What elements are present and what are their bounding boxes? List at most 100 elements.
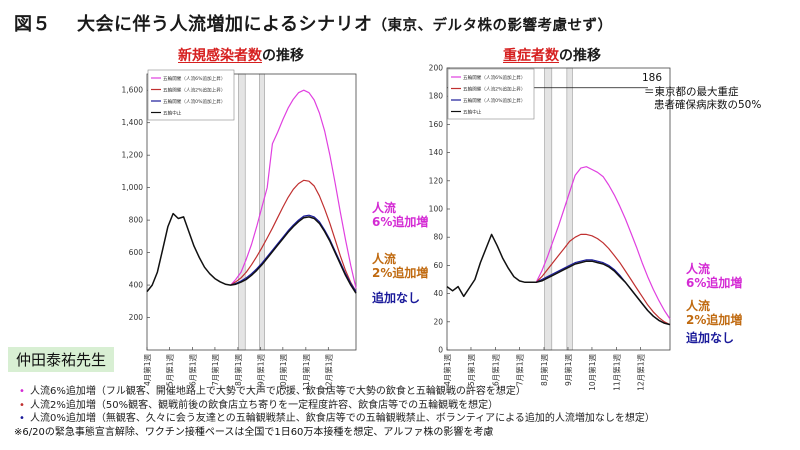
- y-tick-label: 400: [129, 281, 144, 290]
- legend-entry: 五輪開催（人流2%追加上昇）: [463, 86, 525, 93]
- x-tick-label: 5月第1週: [466, 354, 476, 387]
- y-tick-label: 200: [129, 313, 144, 322]
- series-label-2pct: 人流 2%追加増: [372, 252, 428, 280]
- series-label-line: 6%追加増: [686, 276, 743, 290]
- chart-title-highlight: 重症者数: [503, 48, 559, 64]
- x-tick-label: 10月第1週: [587, 354, 597, 391]
- note-bullet: •: [19, 386, 25, 397]
- title-sub: （東京、デルタ株の影響考慮せず）: [372, 18, 613, 34]
- legend-entry: 五輪開催（人流0%追加上昇）: [463, 97, 525, 104]
- x-tick-label: 12月第1週: [323, 354, 333, 391]
- series-line-3: [446, 233, 671, 326]
- reference-value: 186: [642, 72, 663, 84]
- legend-entry: 五輪開催（人流6%追加上昇）: [163, 75, 225, 82]
- y-tick-label: 1,000: [122, 183, 144, 192]
- legend-box: [447, 68, 535, 120]
- note-bullet: •: [19, 399, 25, 411]
- chart-title-highlight: 新規感染者数: [178, 48, 262, 64]
- reference-note-line: ＝東京都の最大重症: [644, 86, 739, 98]
- series-label-line: 追加なし: [372, 291, 421, 305]
- series-label-line: 人流: [372, 252, 397, 266]
- y-tick-label: 120: [429, 176, 444, 185]
- x-tick-label: 4月第1週: [142, 354, 152, 387]
- reference-note-line: 患者確保病床数の50%: [654, 99, 762, 111]
- note-bullet: •: [19, 413, 25, 424]
- x-tick-label: 5月第1週: [164, 354, 174, 387]
- series-line-0: [535, 166, 671, 320]
- x-tick-label: 8月第1週: [539, 354, 549, 387]
- y-tick-label: 1,600: [122, 86, 144, 95]
- chart-title-new-cases: 新規感染者数の推移: [178, 45, 304, 65]
- x-tick-label: 6月第1週: [491, 354, 501, 387]
- series-line-2: [535, 259, 671, 326]
- shaded-period: [566, 67, 573, 351]
- legend-box: [147, 69, 235, 121]
- legend-entry: 五輪中止: [163, 110, 182, 117]
- reference-note: ＝東京都の最大重症 患者確保病床数の50%: [644, 86, 761, 112]
- series-label-line: 人流: [372, 201, 397, 215]
- legend-entry: 五輪開催（人流2%追加上昇）: [163, 87, 225, 94]
- y-tick-label: 600: [129, 248, 144, 257]
- series-label-line: 人流: [686, 262, 711, 276]
- series-label-none: 追加なし: [686, 331, 734, 345]
- note-item: ※6/20の緊急事態宣言解除、ワクチン接種ペースは全国で1日60万本接種を想定、…: [14, 426, 655, 440]
- note-text: 人流6%追加増（フル観客、開催地路上で大勢で大声で応援、飲食店等で大勢の飲食と五…: [30, 386, 526, 397]
- series-line-1: [230, 179, 357, 292]
- figure-number: 図５: [14, 14, 51, 35]
- x-tick-label: 11月第1週: [611, 354, 621, 391]
- y-tick-label: 180: [429, 92, 444, 101]
- chart-title-rest: の推移: [559, 48, 601, 64]
- note-item: • 人流0%追加増（無観客、久々に会う友達との五輪観戦禁止、飲食店等での五輪観戦禁…: [14, 412, 655, 426]
- y-tick-label: 20: [433, 317, 443, 326]
- note-text: 人流0%追加増（無観客、久々に会う友達との五輪観戦禁止、飲食店等での五輪観戦禁止…: [30, 413, 655, 424]
- plot-frame: [146, 73, 357, 351]
- shaded-period: [544, 67, 553, 351]
- y-tick-label: 1,400: [122, 118, 144, 127]
- y-tick-label: 1,200: [122, 151, 144, 160]
- note-item: • 人流6%追加増（フル観客、開催地路上で大勢で大声で応援、飲食店等で大勢の飲食と…: [14, 385, 655, 399]
- series-label-6pct: 人流 6%追加増: [372, 201, 428, 229]
- y-tick-label: 200: [429, 64, 444, 73]
- y-tick-label: 140: [429, 148, 444, 157]
- title-main: 大会に伴う人流増加によるシナリオ: [77, 14, 373, 35]
- x-tick-label: 10月第1週: [278, 354, 288, 391]
- note-text: 人流2%追加増（50%観客、観戦前後の飲食店立ち寄りを一定程度許容、飲食店等での…: [30, 399, 499, 411]
- x-tick-label: 12月第1週: [635, 354, 645, 391]
- y-tick-label: 100: [429, 205, 444, 214]
- y-tick-label: 80: [433, 233, 443, 242]
- y-tick-label: 800: [129, 216, 144, 225]
- notes-list: • 人流6%追加増（フル観客、開催地路上で大勢で大声で応援、飲食店等で大勢の飲食と…: [14, 385, 655, 439]
- teacher-label: 仲田泰祐先生: [8, 347, 115, 372]
- series-label-line: 2%追加増: [686, 313, 743, 327]
- x-tick-label: 11月第1週: [301, 354, 311, 391]
- note-item: • 人流2%追加増（50%観客、観戦前後の飲食店立ち寄りを一定程度許容、飲食店等で…: [14, 399, 655, 413]
- chart-1: 0 20 40 60 80 100 120 140 160 180 200 4月第1週 5月第1週 6月第…: [429, 64, 671, 391]
- series-label-line: 追加なし: [686, 331, 735, 345]
- y-tick-label: 60: [433, 261, 443, 270]
- series-line-1: [535, 233, 671, 326]
- note-text: ※6/20の緊急事態宣言解除、ワクチン接種ペースは全国で1日60万本接種を想定、…: [14, 426, 494, 438]
- y-tick-label: 0: [438, 346, 443, 355]
- x-tick-label: 4月第1週: [442, 354, 452, 387]
- page-title: 図５ 大会に伴う人流増加によるシナリオ（東京、デルタ株の影響考慮せず）: [14, 10, 794, 36]
- y-tick-label: 40: [433, 289, 443, 298]
- x-tick-label: 9月第1週: [563, 354, 573, 387]
- legend-entry: 五輪開催（人流0%追加上昇）: [163, 98, 225, 105]
- series-line-3: [146, 212, 357, 294]
- series-label-line: 人流: [686, 299, 711, 313]
- series-label-line: 2%追加増: [372, 266, 429, 280]
- chart-0: 200 400 600 800 1,000 1,200 1,400 1,600 4月第1週 5月第…: [122, 69, 357, 391]
- series-label-line: 6%追加増: [372, 215, 429, 229]
- series-label-6pct: 人流 6%追加増: [686, 262, 742, 290]
- y-tick-label: 160: [429, 120, 444, 129]
- x-tick-label: 7月第1週: [514, 354, 524, 387]
- chart-title-severe: 重症者数の推移: [503, 45, 601, 65]
- x-tick-label: 6月第1週: [187, 354, 197, 387]
- series-label-2pct: 人流 2%追加増: [686, 299, 742, 327]
- legend-entry: 五輪開催（人流6%追加上昇）: [463, 74, 525, 81]
- shaded-period: [238, 73, 246, 351]
- x-tick-label: 8月第1週: [233, 354, 243, 387]
- series-line-0: [230, 89, 357, 289]
- legend-entry: 五輪中止: [463, 109, 482, 116]
